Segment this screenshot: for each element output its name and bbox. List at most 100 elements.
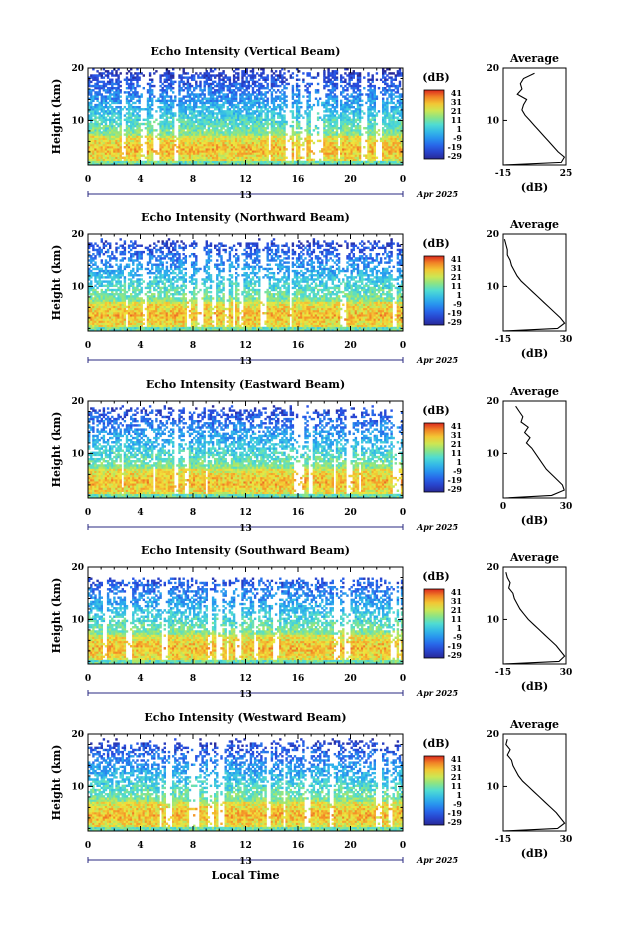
colorbar-tick-label: 21 [451,772,462,782]
date-day: 13 [239,357,252,367]
x-axis-label: Local Time [212,869,280,882]
x-tick-label: 12 [239,841,252,851]
average-line [504,405,565,499]
x-tick-label: 20 [344,175,357,185]
x-tick-label: 0 [400,341,406,351]
colorbar-tick-label: -29 [448,650,463,660]
average-x-tick-label: 30 [560,835,573,845]
y-tick-label: 20 [71,230,84,240]
x-tick-label: 12 [239,341,252,351]
average-y-tick-label: 10 [486,615,499,625]
colorbar-title: (dB) [422,737,449,750]
x-tick-label: 16 [292,841,305,851]
y-tick-label: 10 [71,116,84,126]
colorbar [423,89,445,160]
average-x-tick-label: 30 [560,502,573,512]
colorbar-tick-label: -9 [453,299,462,309]
x-tick-label: 0 [85,508,91,518]
average-x-label: (dB) [521,680,548,693]
average-line [502,239,566,332]
average-x-tick-label: -15 [495,668,511,678]
colorbar-tick-label: 11 [451,115,462,125]
panel-title: Echo Intensity (Westward Beam) [144,711,346,724]
y-tick-label: 10 [71,449,84,459]
colorbar [423,422,445,493]
x-tick-label: 16 [292,674,305,684]
colorbar-tick-label: 21 [451,272,462,282]
average-line [502,739,566,832]
x-tick-label: 20 [344,341,357,351]
x-tick-label: 16 [292,341,305,351]
colorbar-tick-label: 31 [451,430,462,440]
x-tick-label: 12 [239,508,252,518]
colorbar-tick-label: 1 [456,623,462,633]
colorbar-tick-label: 11 [451,614,462,624]
y-tick-label: 20 [71,397,84,407]
x-tick-label: 16 [292,508,305,518]
y-axis-label: Height (km) [50,79,63,155]
colorbar-tick-label: 31 [451,596,462,606]
colorbar-tick-label: -29 [448,817,463,827]
x-tick-label: 20 [344,674,357,684]
x-tick-label: 0 [400,841,406,851]
average-x-tick-label: -15 [495,169,511,179]
colorbar-tick-label: 41 [451,254,462,264]
date-day: 13 [239,191,252,201]
x-tick-label: 4 [137,508,143,518]
colorbar-title: (dB) [422,71,449,84]
colorbar-tick-label: -29 [448,317,463,327]
colorbar-tick-label: 21 [451,439,462,449]
average-line [502,572,566,665]
x-tick-label: 0 [400,674,406,684]
average-title: Average [509,718,559,731]
average-x-tick-label: -15 [495,335,511,345]
average-x-tick-label: 30 [560,335,573,345]
average-title: Average [509,551,559,564]
average-y-tick-label: 10 [486,116,499,126]
date-label: Apr 2025 [416,355,459,365]
colorbar-tick-label: -19 [448,808,463,818]
date-day: 13 [239,690,252,700]
y-tick-label: 10 [71,615,84,625]
echo-heatmap [88,738,404,832]
colorbar-tick-label: 1 [456,124,462,134]
x-tick-label: 4 [137,674,143,684]
x-tick-label: 8 [190,841,196,851]
colorbar [423,755,445,826]
colorbar-tick-label: 41 [451,88,462,98]
x-tick-label: 20 [344,841,357,851]
colorbar-tick-label: 11 [451,781,462,791]
average-x-tick-label: -15 [495,835,511,845]
average-profile: Average 20 10 -15 30 (dB) [486,718,572,860]
x-tick-label: 4 [137,175,143,185]
colorbar-title: (dB) [422,237,449,250]
panel-title: Echo Intensity (Northward Beam) [141,211,350,224]
x-tick-label: 8 [190,674,196,684]
average-x-label: (dB) [521,181,548,194]
colorbar-tick-label: -29 [448,484,463,494]
average-y-tick-label: 20 [486,730,499,740]
average-profile: Average 20 10 0 30 (dB) [486,385,572,527]
x-tick-label: 0 [85,674,91,684]
y-tick-label: 20 [71,563,84,573]
date-label: Apr 2025 [416,688,459,698]
average-y-tick-label: 20 [486,563,499,573]
average-x-label: (dB) [521,347,548,360]
colorbar-tick-label: -9 [453,799,462,809]
colorbar-tick-label: 41 [451,754,462,764]
x-tick-label: 8 [190,175,196,185]
average-x-tick-label: 0 [500,502,506,512]
colorbar-tick-label: 41 [451,421,462,431]
y-axis-label: Height (km) [50,412,63,488]
echo-heatmap [88,68,404,166]
date-label: Apr 2025 [416,855,459,865]
x-tick-label: 0 [85,341,91,351]
colorbar-tick-label: 41 [451,587,462,597]
x-tick-label: 20 [344,508,357,518]
y-tick-label: 10 [71,782,84,792]
colorbar-tick-label: -19 [448,475,463,485]
average-title: Average [509,52,559,65]
